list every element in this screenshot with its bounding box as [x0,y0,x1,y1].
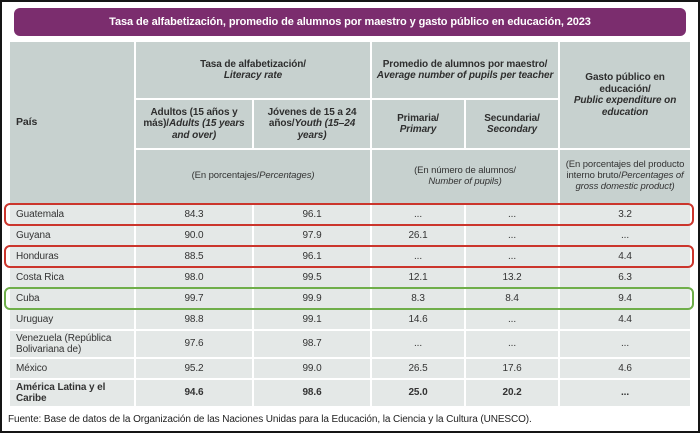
cell-youth: 98.7 [254,331,371,357]
table-title-bar: Tasa de alfabetización, promedio de alum… [14,8,686,36]
group-header-public-expenditure: Gasto público en educación/Public expend… [560,42,691,148]
table-row-venezuela: Venezuela (República Bolivariana de) 97.… [10,331,691,357]
units-gdp: (En porcentajes del producto interno bru… [560,150,691,203]
cell-expenditure: 3.2 [560,205,691,224]
table-row-uruguay: Uruguay 98.8 99.1 14.6 ... 4.4 [10,310,691,329]
cell-adults: 97.6 [136,331,252,357]
cell-youth: 98.6 [254,380,371,406]
cell-country: América Latina y el Caribe [10,380,134,406]
cell-primary: 14.6 [372,310,465,329]
cell-expenditure: ... [560,226,691,245]
cell-secondary: 8.4 [466,289,559,308]
table-row-honduras: Honduras 88.5 96.1 ... ... 4.4 [10,247,691,266]
cell-expenditure: 4.4 [560,247,691,266]
cell-secondary: ... [466,310,559,329]
cell-country: Uruguay [10,310,134,329]
cell-adults: 94.6 [136,380,252,406]
col-header-secondary: Secundaria/Secondary [466,100,559,148]
cell-primary: ... [372,247,465,266]
cell-youth: 99.5 [254,268,371,287]
cell-adults: 90.0 [136,226,252,245]
cell-expenditure: ... [560,331,691,357]
cell-primary: ... [372,205,465,224]
cell-country: México [10,359,134,378]
cell-youth: 96.1 [254,247,371,266]
col-header-youth: Jóvenes de 15 a 24 años/Youth (15–24 yea… [254,100,371,148]
cell-adults: 98.0 [136,268,252,287]
cell-secondary: ... [466,226,559,245]
table-title: Tasa de alfabetización, promedio de alum… [109,16,591,28]
cell-primary: 25.0 [372,380,465,406]
cell-expenditure: ... [560,380,691,406]
cell-expenditure: 6.3 [560,268,691,287]
cell-expenditure: 4.4 [560,310,691,329]
cell-secondary: 13.2 [466,268,559,287]
cell-country: Cuba [10,289,134,308]
table-row-mexico: México 95.2 99.0 26.5 17.6 4.6 [10,359,691,378]
cell-youth: 99.0 [254,359,371,378]
units-number-of-pupils: (En número de alumnos/Number of pupils) [372,150,559,203]
table-row-costa-rica: Costa Rica 98.0 99.5 12.1 13.2 6.3 [10,268,691,287]
cell-secondary: ... [466,331,559,357]
table-row-guyana: Guyana 90.0 97.9 26.1 ... ... [10,226,691,245]
col-header-adults: Adultos (15 años y más)/Adults (15 years… [136,100,252,148]
statistics-table: País Tasa de alfabetización/Literacy rat… [8,40,692,408]
table-row-guatemala: Guatemala 84.3 96.1 ... ... 3.2 [10,205,691,224]
cell-primary: ... [372,331,465,357]
group-header-pupils-per-teacher: Promedio de alumnos por maestro/Average … [372,42,559,98]
table-row-cuba: Cuba 99.7 99.9 8.3 8.4 9.4 [10,289,691,308]
cell-expenditure: 4.6 [560,359,691,378]
cell-primary: 8.3 [372,289,465,308]
cell-primary: 12.1 [372,268,465,287]
units-percentages: (En porcentajes/Percentages) [136,150,371,203]
cell-expenditure: 9.4 [560,289,691,308]
table-row-latin-america-total: América Latina y el Caribe 94.6 98.6 25.… [10,380,691,406]
cell-secondary: 20.2 [466,380,559,406]
cell-country: Guyana [10,226,134,245]
cell-adults: 99.7 [136,289,252,308]
cell-secondary: 17.6 [466,359,559,378]
cell-country: Guatemala [10,205,134,224]
cell-youth: 97.9 [254,226,371,245]
cell-country: Venezuela (República Bolivariana de) [10,331,134,357]
cell-primary: 26.1 [372,226,465,245]
col-header-country: País [10,42,134,203]
cell-primary: 26.5 [372,359,465,378]
cell-youth: 96.1 [254,205,371,224]
cell-secondary: ... [466,205,559,224]
cell-country: Honduras [10,247,134,266]
cell-secondary: ... [466,247,559,266]
cell-youth: 99.9 [254,289,371,308]
cell-adults: 95.2 [136,359,252,378]
cell-country: Costa Rica [10,268,134,287]
col-header-primary: Primaria/Primary [372,100,465,148]
group-header-literacy: Tasa de alfabetización/Literacy rate [136,42,371,98]
cell-adults: 84.3 [136,205,252,224]
cell-youth: 99.1 [254,310,371,329]
cell-adults: 98.8 [136,310,252,329]
source-note: Fuente: Base de datos de la Organización… [8,414,532,425]
cell-adults: 88.5 [136,247,252,266]
